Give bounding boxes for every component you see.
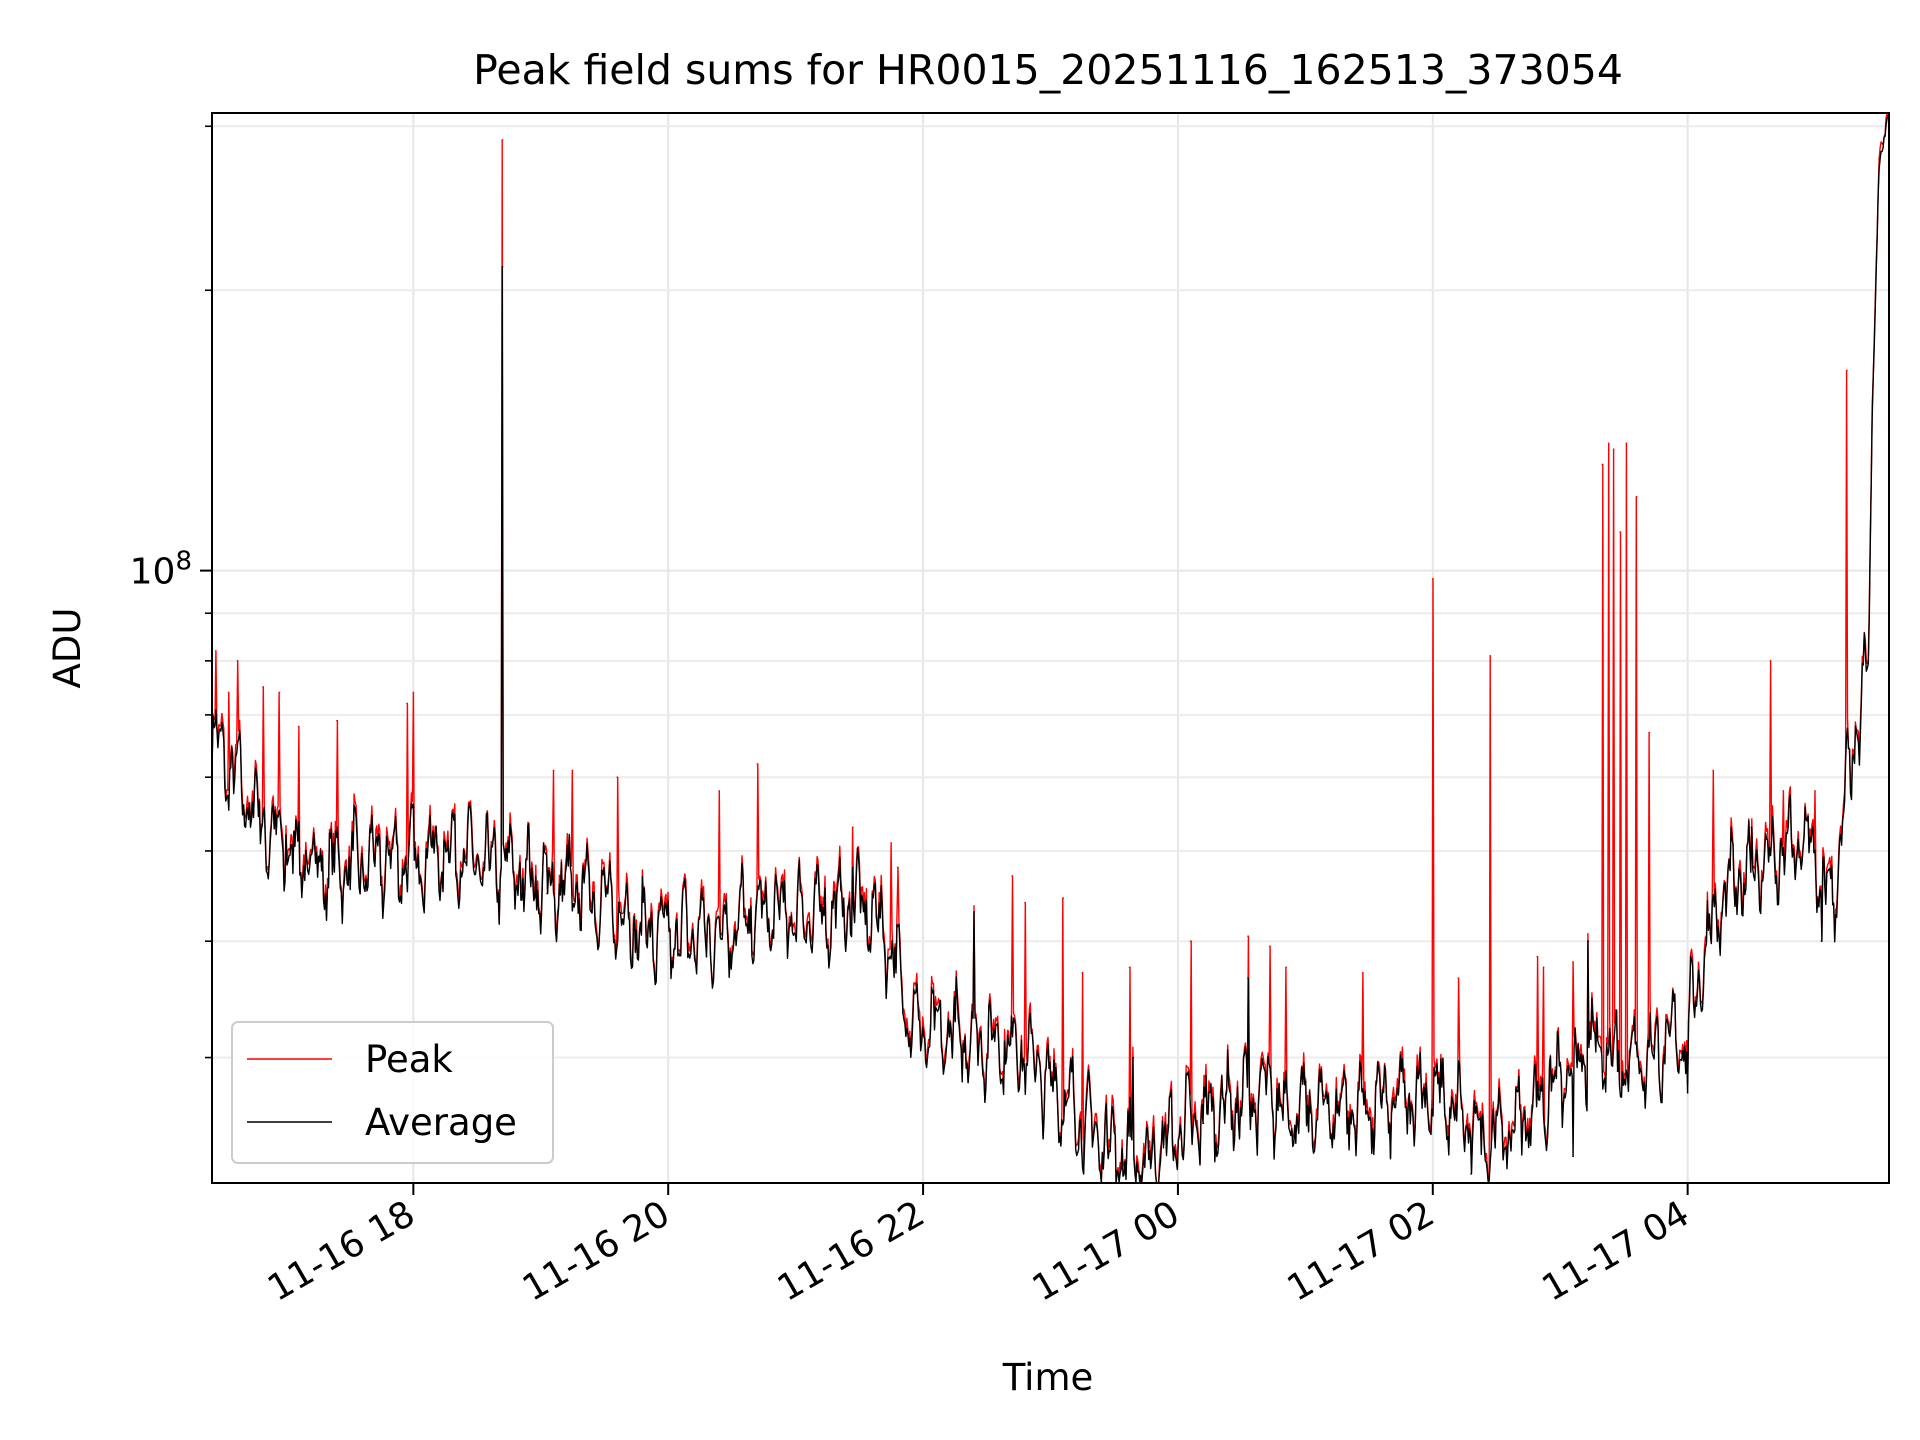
peak-spike-point: [1542, 966, 1545, 969]
average-extreme-point: [1820, 940, 1823, 943]
peak-spike-point: [1572, 961, 1574, 963]
legend-peak-label: Peak: [365, 1038, 453, 1081]
average-extreme-point: [705, 955, 708, 958]
peak-spike-point: [1081, 971, 1084, 974]
peak-spike-point: [1011, 875, 1014, 877]
legend: Peak Average: [231, 1021, 554, 1164]
average-extreme-point: [1470, 1173, 1472, 1175]
peak-spike-point: [1128, 966, 1131, 969]
average-extreme-point: [901, 1012, 904, 1014]
average-extreme-point: [947, 1018, 950, 1020]
average-extreme-point: [1750, 826, 1753, 829]
peak-spike-point: [552, 769, 555, 772]
peak-spike-point: [1712, 769, 1714, 772]
peak-spike-point: [406, 702, 408, 705]
average-extreme-point: [1616, 1070, 1619, 1073]
average-line: [211, 112, 1890, 1184]
x-axis-label: Time: [1002, 1356, 1094, 1399]
peak-spike-point: [890, 842, 893, 844]
legend-box: [231, 1021, 554, 1164]
peak-spike-point: [1361, 971, 1364, 974]
average-extreme-point: [1132, 1056, 1135, 1059]
peak-spike-point: [227, 691, 230, 694]
peak-spike-point: [616, 776, 619, 779]
peak-spike-point: [1625, 442, 1628, 445]
average-extreme-point: [285, 834, 287, 836]
y-axis-label: ADU: [46, 608, 89, 689]
peak-spike-point: [278, 691, 281, 694]
peak-spike-point: [1024, 901, 1026, 904]
peak-spike-point: [1601, 463, 1604, 466]
peak-spike-point: [718, 790, 720, 792]
average-extreme-point: [1572, 1155, 1574, 1158]
average-extreme-point: [501, 265, 504, 268]
peak-spike-point: [1285, 966, 1288, 969]
peak-spike-point: [215, 650, 217, 652]
average-extreme-point: [852, 866, 854, 869]
peak-spike-point: [1607, 442, 1610, 445]
peak-spike-point: [1489, 655, 1491, 657]
peak-spike-point: [1769, 660, 1772, 662]
plot-frame: [211, 112, 1890, 1184]
peak-spike-point: [501, 139, 504, 141]
average-extreme-point: [1686, 1091, 1689, 1094]
y-axis: 108: [130, 125, 212, 1059]
peak-spike-point: [412, 691, 415, 694]
legend-average-label: Average: [365, 1101, 517, 1144]
peak-spike-point: [896, 866, 899, 869]
y-tick-label: 108: [130, 547, 192, 593]
y-tick-label-exponent: 8: [175, 547, 192, 577]
peak-spike-point: [1782, 790, 1785, 792]
peak-spike-point: [1612, 448, 1615, 451]
average-extreme-point: [973, 911, 975, 913]
peak-spike-point: [1648, 731, 1651, 734]
peak-spike-point: [1189, 940, 1192, 943]
peak-spike-point: [1814, 790, 1816, 792]
peak-spike-point: [297, 725, 300, 728]
peak-spike-point: [571, 769, 574, 772]
average-extreme-point: [616, 940, 619, 943]
peak-spike-point: [1062, 897, 1065, 899]
peak-spike-point: [1457, 977, 1460, 980]
peak-spike-point: [1431, 577, 1434, 580]
peak-spike-point: [1247, 935, 1249, 937]
peak-spike-point: [1536, 955, 1539, 958]
chart-title: Peak field sums for HR0015_20251116_1625…: [473, 46, 1623, 94]
peak-spike-point: [756, 763, 759, 765]
peak-spike-point: [852, 826, 854, 829]
average-extreme-point: [1247, 977, 1249, 980]
peak-spike-point: [1619, 531, 1621, 533]
peak-spike-point: [1846, 369, 1848, 372]
average-extreme-point: [546, 892, 548, 895]
y-tick-label-base: 10: [130, 552, 176, 593]
average-extreme-point: [1587, 940, 1590, 943]
average-extreme-point: [1202, 1122, 1205, 1125]
peak-spike-point: [1268, 945, 1271, 948]
peak-spike-point: [336, 719, 338, 722]
peak-spike-point: [262, 686, 264, 688]
peak-spike-point: [236, 660, 239, 662]
peak-spike-point: [1635, 496, 1638, 498]
